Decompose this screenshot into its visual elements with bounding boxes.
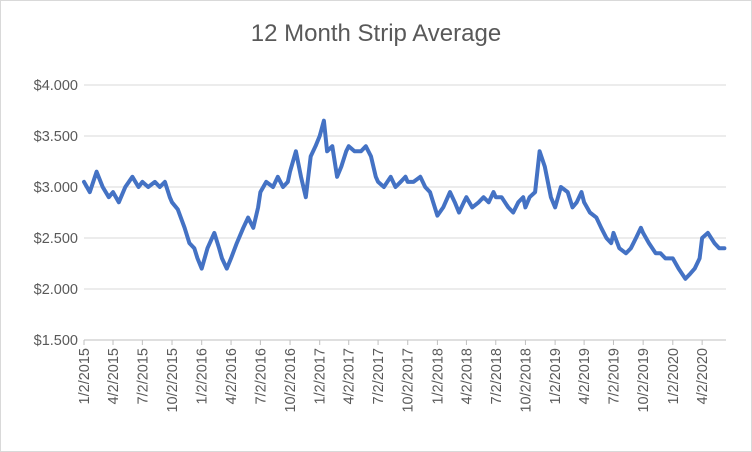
y-tick-label: $1.500 (34, 333, 78, 349)
series-group (82, 118, 727, 281)
y-tick-label: $3.500 (34, 129, 78, 145)
gridlines (84, 84, 726, 341)
x-tick-label: 7/2/2018 (489, 348, 505, 404)
y-tick-label: $4.000 (34, 78, 78, 94)
x-axis-ticks: 1/2/2015 4/2/2015 7/2/2015 10/2/2015 1/2/201… (77, 340, 711, 413)
x-tick-label: 4/2/2016 (224, 348, 240, 404)
x-tick-label: 4/2/2020 (695, 348, 711, 404)
x-tick-label: 10/2/2017 (401, 348, 417, 413)
x-tick-label: 10/2/2015 (165, 348, 181, 413)
x-tick-label: 1/2/2015 (77, 348, 93, 404)
x-tick-label: 7/2/2015 (135, 348, 151, 404)
x-tick-label: 1/2/2018 (430, 348, 446, 404)
y-tick-label: $2.000 (34, 282, 78, 298)
x-tick-label: 10/2/2019 (636, 348, 652, 413)
y-tick-label: $3.000 (34, 180, 78, 196)
x-tick-label: 7/2/2016 (253, 348, 269, 404)
x-tick-label: 1/2/2020 (666, 348, 682, 404)
x-tick-label: 4/2/2019 (577, 348, 593, 404)
x-tick-label: 10/2/2016 (283, 348, 299, 413)
chart-title: 12 Month Strip Average (250, 20, 502, 47)
x-tick-label: 4/2/2015 (106, 348, 122, 404)
x-tick-label: 1/2/2019 (548, 348, 564, 404)
x-tick-label: 7/2/2019 (606, 348, 622, 404)
x-tick-label: 4/2/2017 (342, 348, 358, 404)
y-tick-label: $2.500 (34, 231, 78, 247)
x-tick-label: 4/2/2018 (459, 348, 475, 404)
series-line (82, 118, 727, 281)
x-tick-label: 1/2/2016 (195, 348, 211, 404)
x-tick-label: 7/2/2017 (371, 348, 387, 404)
x-tick-label: 10/2/2018 (518, 348, 534, 413)
x-tick-label: 1/2/2017 (313, 348, 329, 404)
y-axis-ticks: $1.500 $2.000 $2.500 $3.000 $3.500 $4.000 (34, 78, 78, 349)
